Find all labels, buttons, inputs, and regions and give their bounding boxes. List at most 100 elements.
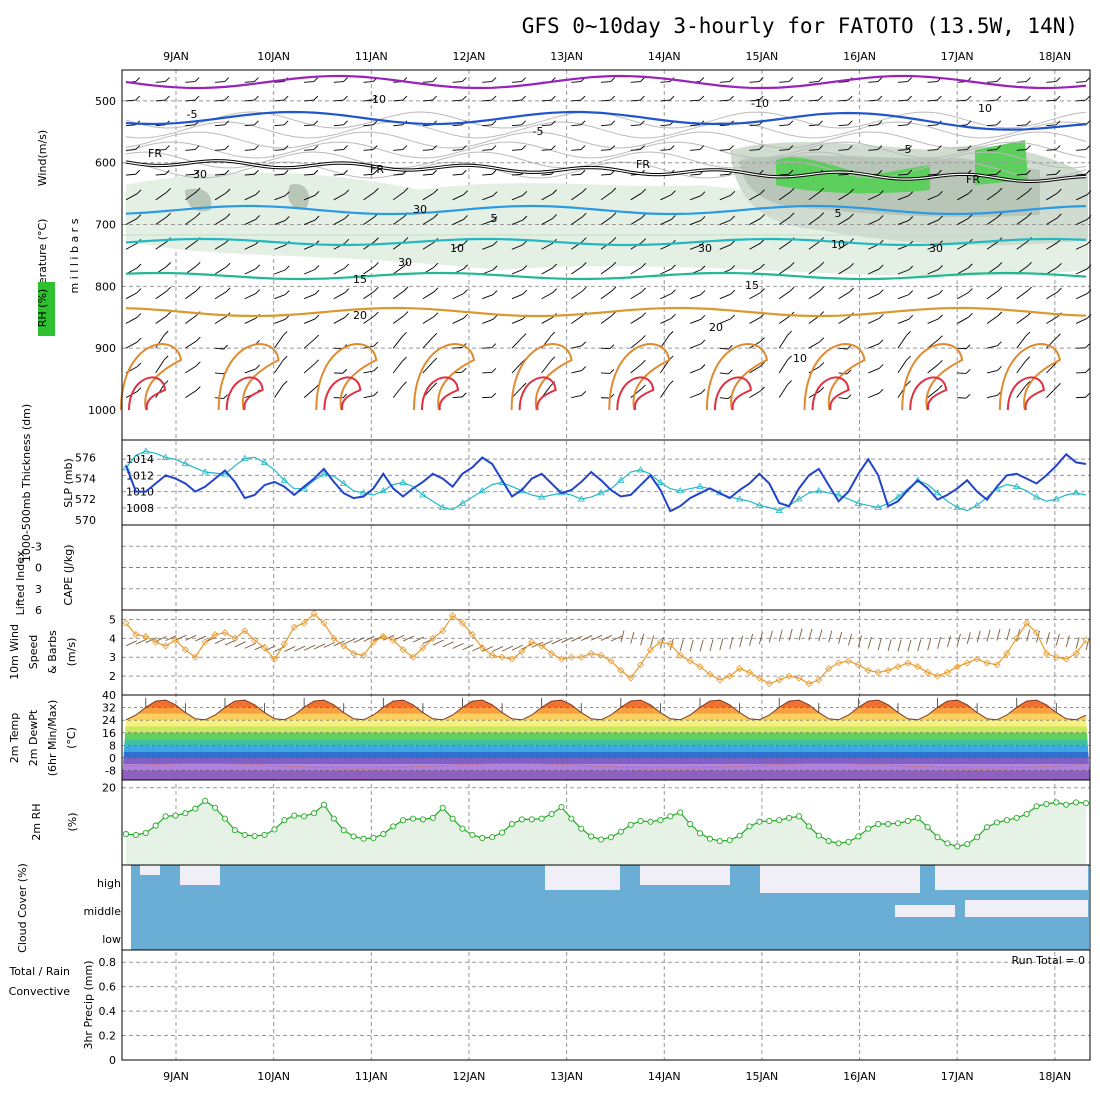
wind10m-point bbox=[646, 646, 655, 654]
rh2m-point bbox=[1013, 814, 1020, 821]
wind10m-point bbox=[369, 638, 377, 646]
wind-barb-flag bbox=[700, 364, 706, 369]
wind10m-barb bbox=[343, 638, 355, 645]
wind10m-point bbox=[399, 646, 407, 654]
temp-band bbox=[122, 764, 1090, 771]
wind10m-point bbox=[993, 661, 1001, 669]
wind-barb-flag bbox=[283, 120, 289, 126]
wind-barb-flag bbox=[997, 187, 1003, 193]
wind-barb-flag bbox=[224, 120, 230, 126]
wind-barb bbox=[155, 149, 166, 151]
wind10m-barb bbox=[482, 645, 494, 652]
wind-barb-flag bbox=[343, 145, 348, 150]
wind-tick-label: 4 bbox=[109, 632, 116, 645]
wind-barb bbox=[897, 124, 908, 127]
wind-barb-flag bbox=[580, 169, 586, 175]
pressure-tick-label: 600 bbox=[95, 157, 116, 170]
temp-band bbox=[122, 770, 1090, 780]
wind-barb bbox=[422, 149, 433, 151]
wind-barb-flag bbox=[906, 380, 911, 386]
rh2m-point bbox=[894, 820, 902, 827]
day-label-top: 12JAN bbox=[453, 50, 486, 63]
wind-barb bbox=[215, 372, 224, 375]
wind-barb bbox=[749, 242, 761, 250]
wind-barb bbox=[838, 347, 848, 350]
rh2m-point bbox=[825, 837, 832, 845]
wind-barb bbox=[838, 316, 850, 324]
rh2m-point bbox=[845, 838, 852, 845]
wind-tick-label: 3 bbox=[109, 651, 116, 664]
chart-title: GFS 0~10day 3-hourly for FATOTO (13.5W, … bbox=[522, 14, 1078, 38]
wind-barb bbox=[838, 266, 850, 275]
wind-barb-flag bbox=[372, 169, 378, 175]
wind10m-barb bbox=[650, 635, 655, 648]
wind-barb bbox=[927, 339, 939, 349]
panel-frame bbox=[121, 439, 1091, 526]
wind10m-point bbox=[449, 612, 457, 620]
wind-barb bbox=[511, 269, 524, 275]
wind-barb bbox=[541, 99, 552, 102]
wind-barb bbox=[185, 149, 196, 151]
wind-barb bbox=[660, 268, 672, 275]
wind-barb bbox=[749, 316, 761, 324]
wind-barb bbox=[363, 191, 375, 201]
wind-barb bbox=[185, 173, 196, 176]
wind-barb-flag bbox=[847, 95, 853, 101]
thickness-axis-label: 1000-500mb Thickness (dm) bbox=[20, 404, 33, 562]
wind-barb bbox=[541, 173, 552, 176]
wind-barb bbox=[897, 294, 909, 300]
wind-barb bbox=[155, 99, 166, 102]
thickness-point bbox=[1052, 495, 1061, 502]
wind-barb-flag bbox=[432, 357, 438, 363]
slp-series-line bbox=[125, 452, 1087, 513]
wind-barb bbox=[660, 99, 671, 102]
wind-barb-flag bbox=[938, 215, 943, 221]
wind-barb-flag bbox=[641, 213, 647, 219]
wind-barb bbox=[422, 217, 435, 225]
wind10m-point bbox=[706, 670, 714, 678]
wind10m-barb bbox=[927, 638, 932, 651]
wind-barb-flag bbox=[1085, 368, 1090, 373]
wind10m-barb bbox=[432, 639, 444, 646]
wind-barb bbox=[601, 372, 610, 374]
wind-barb-flag bbox=[671, 215, 676, 220]
wind-barb-flag bbox=[1056, 333, 1061, 339]
wind-barb bbox=[927, 99, 938, 102]
slp-tick-label: 1012 bbox=[126, 469, 154, 482]
rh2m-point bbox=[617, 828, 624, 835]
wind-barb-flag bbox=[846, 369, 852, 375]
wind-barb bbox=[630, 217, 642, 225]
wind-barb-flag bbox=[163, 380, 169, 385]
wind-barb-flag bbox=[344, 288, 350, 294]
rh2m-point bbox=[607, 834, 614, 841]
wind-barb bbox=[303, 194, 316, 201]
wind-barb-flag bbox=[254, 145, 259, 150]
wind-barb bbox=[779, 173, 789, 176]
wind-barb bbox=[868, 368, 880, 374]
wind-barb bbox=[927, 269, 939, 275]
wind-barb bbox=[1075, 293, 1088, 300]
rh2m-point bbox=[627, 821, 634, 828]
isotherm-label: -10 bbox=[751, 97, 769, 110]
wind10m-barb bbox=[1065, 635, 1070, 648]
wind-barb bbox=[897, 195, 909, 201]
wind-barb bbox=[778, 315, 791, 324]
wind-barb bbox=[125, 124, 136, 127]
wind-barb bbox=[719, 173, 730, 176]
wind-barb-flag bbox=[402, 95, 408, 101]
freezing-level-label: FR bbox=[148, 147, 162, 160]
wind-barb-flag bbox=[730, 240, 736, 246]
wind10m-barb bbox=[452, 643, 464, 649]
wind-barb bbox=[986, 99, 997, 102]
wind-barb-flag bbox=[671, 264, 676, 270]
wind-barb bbox=[214, 291, 227, 300]
rh-contour-label: 10 bbox=[978, 102, 992, 115]
wind-barb bbox=[986, 394, 998, 399]
wind-barb-flag bbox=[284, 290, 290, 295]
rh2m-point bbox=[221, 815, 229, 822]
wind-barb bbox=[422, 242, 435, 250]
wind-barb-flag bbox=[968, 288, 973, 293]
wind-barb-flag bbox=[789, 262, 795, 267]
wind10m-point bbox=[627, 674, 635, 682]
wind10m-barb bbox=[135, 638, 147, 645]
